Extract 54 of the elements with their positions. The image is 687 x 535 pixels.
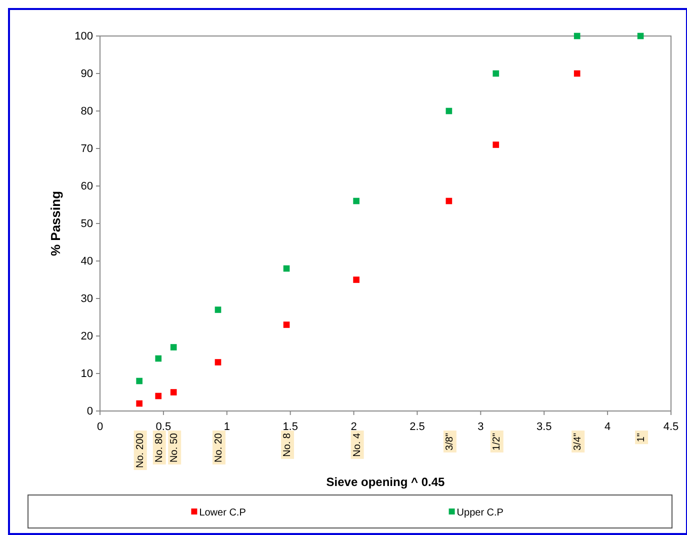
x-tick-label: 4.5 <box>663 421 679 434</box>
point <box>214 359 222 366</box>
x-tick-label: 3 <box>478 421 484 434</box>
text: 1" <box>636 432 648 442</box>
y-tick-label: 90 <box>80 68 93 80</box>
y-tick-label: 10 <box>80 368 93 380</box>
text: No. 8 <box>282 432 294 457</box>
point <box>637 32 644 40</box>
y-tick-label: 80 <box>80 106 93 118</box>
y-tick-label: 60 <box>80 180 93 193</box>
x-tick-label: 0 <box>96 421 104 434</box>
point <box>353 276 360 283</box>
point <box>136 400 142 407</box>
point <box>446 108 452 114</box>
point <box>353 198 360 204</box>
point <box>170 389 177 396</box>
x-tick-label: 2 <box>350 421 357 434</box>
x-tick-label: 1 <box>224 421 230 434</box>
text: 1/2" <box>491 432 502 450</box>
x-axis-title: Sieve opening ^ 0.45 <box>326 475 446 489</box>
point <box>155 355 162 362</box>
text: No. 200 <box>134 432 146 468</box>
point <box>446 198 452 204</box>
x-tick-label: 3.5 <box>536 421 552 434</box>
text: No. 4 <box>352 432 363 457</box>
point <box>155 392 162 400</box>
y-tick-label: 30 <box>80 293 93 306</box>
text: 3/8" <box>444 432 456 450</box>
y-axis-title: % Passing <box>48 190 63 256</box>
point <box>170 344 177 350</box>
x-tick-label: 1.5 <box>282 421 298 434</box>
y-tick-label: 70 <box>80 143 93 156</box>
x-tick-label: 0.5 <box>156 421 172 434</box>
point <box>214 306 222 313</box>
text: No. 80 <box>154 432 165 462</box>
y-tick-label: 100 <box>74 30 93 43</box>
text: No. 50 <box>169 432 180 462</box>
y-tick-label: 20 <box>80 330 93 343</box>
text: 3/4" <box>572 432 584 450</box>
point <box>283 265 290 272</box>
y-tick-label: 0 <box>86 406 93 418</box>
y-tick-label: 50 <box>80 218 93 230</box>
point <box>492 142 500 148</box>
legend-label: Lower C.P <box>199 508 246 518</box>
point <box>492 70 500 77</box>
x-tick-label: 2.5 <box>410 421 425 434</box>
point <box>574 32 580 40</box>
point <box>574 70 580 77</box>
point <box>283 322 290 328</box>
point <box>136 378 142 384</box>
legend-label: Upper C.P <box>456 508 504 518</box>
text: No. 20 <box>214 432 225 462</box>
x-tick-label: 4 <box>604 421 611 434</box>
y-tick-label: 40 <box>80 256 93 268</box>
